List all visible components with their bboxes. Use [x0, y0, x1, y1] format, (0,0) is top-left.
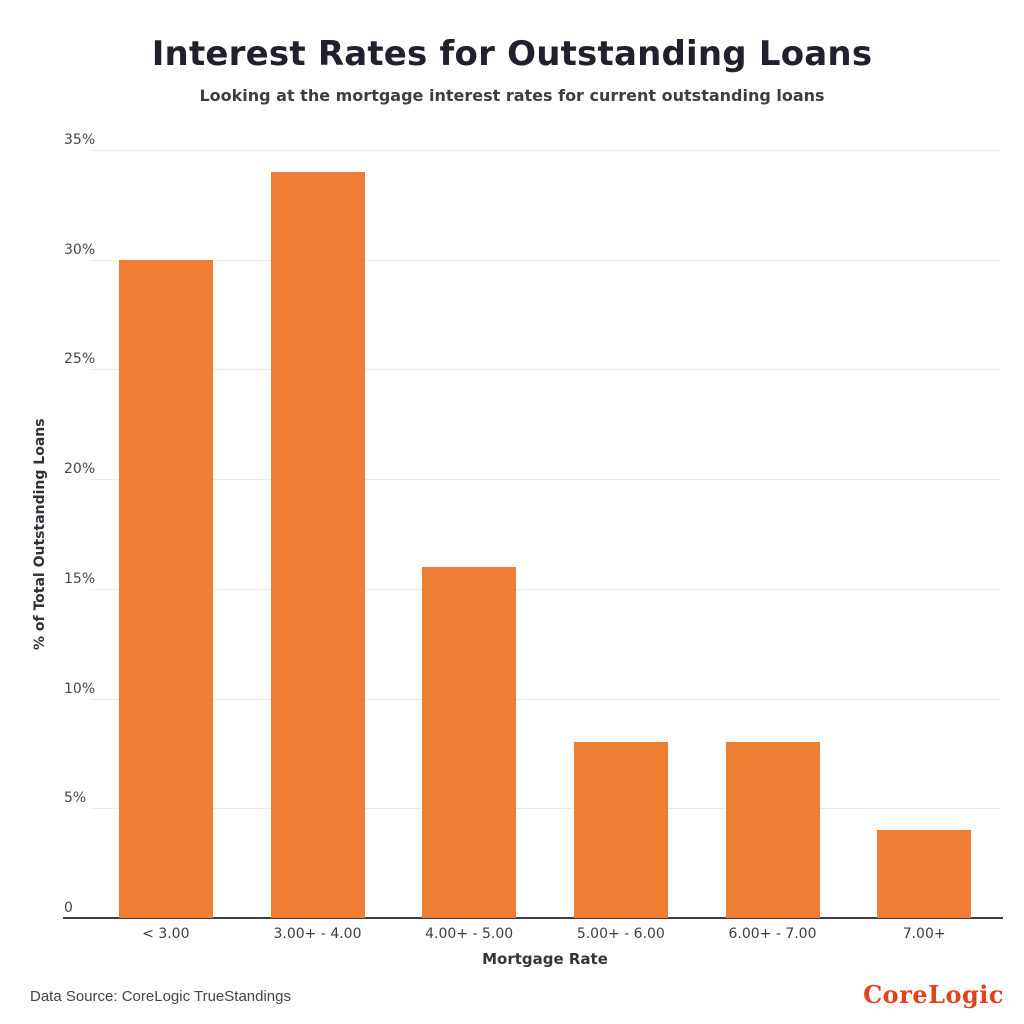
- gridline-35: [90, 150, 1000, 151]
- gridline-10: [90, 698, 1000, 700]
- chart-title: Interest Rates for Outstanding Loans: [151, 34, 873, 74]
- gridline-20: [90, 479, 1000, 481]
- gridline-15: [90, 588, 1000, 590]
- x-tick-label-3.00+ - 4.00: 3.00+ - 4.00: [273, 926, 362, 942]
- y-tick-label-10: 10%: [64, 680, 96, 697]
- bar-7.00+: [877, 830, 972, 918]
- y-tick-label-25: 25%: [64, 351, 96, 368]
- bar-4.00+ - 5.00: [422, 566, 517, 918]
- x-axis-line: [63, 917, 1003, 919]
- gridline-5: [90, 808, 1000, 810]
- x-tick-label-5.00+ - 6.00: 5.00+ - 6.00: [576, 926, 665, 942]
- bar-3.00+ - 4.00: [270, 171, 365, 918]
- x-tick-label-7.00+: 7.00+: [902, 926, 946, 942]
- y-tick-label-20: 20%: [64, 461, 96, 478]
- x-tick-label-< 3.00: < 3.00: [142, 926, 190, 942]
- x-tick-label-4.00+ - 5.00: 4.00+ - 5.00: [425, 926, 514, 942]
- y-tick-label-0: 0: [64, 900, 73, 916]
- y-tick-label-15: 15%: [64, 570, 96, 587]
- plot-area: % of Total Outstanding Loans Mortgage Ra…: [32, 132, 1003, 968]
- bar-< 3.00: [118, 259, 213, 918]
- gridline-30: [90, 259, 1000, 261]
- bar-6.00+ - 7.00: [725, 742, 820, 918]
- y-axis-title: % of Total Outstanding Loans: [32, 418, 48, 650]
- corelogic-logo: CoreLogic: [863, 980, 1004, 1009]
- x-tick-label-6.00+ - 7.00: 6.00+ - 7.00: [728, 926, 817, 942]
- data-source-note: Data Source: CoreLogic TrueStandings: [30, 988, 291, 1005]
- chart-subtitle: Looking at the mortgage interest rates f…: [199, 86, 825, 105]
- bar-5.00+ - 6.00: [573, 742, 668, 918]
- gridline-25: [90, 369, 1000, 371]
- y-tick-label-35: 35%: [64, 132, 96, 148]
- y-tick-label-30: 30%: [64, 241, 96, 258]
- x-axis-title: Mortgage Rate: [482, 950, 608, 968]
- y-tick-label-5: 5%: [64, 790, 87, 807]
